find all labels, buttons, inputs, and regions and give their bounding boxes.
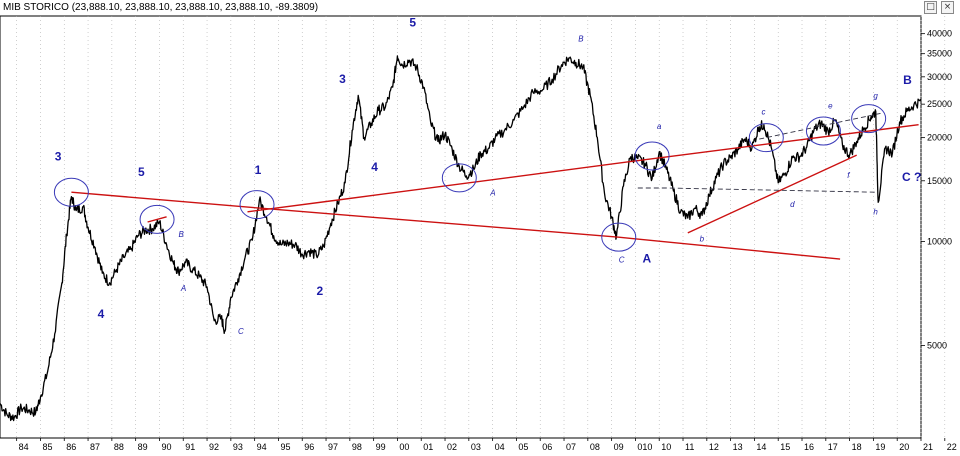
x-tick-label: 93 — [233, 442, 243, 452]
x-tick-label: 11 — [685, 442, 694, 452]
y-tick-label: 30000 — [927, 72, 952, 82]
y-tick-label: 40000 — [927, 29, 952, 39]
wave-label: e — [828, 101, 833, 110]
dashed-trendline — [637, 187, 876, 193]
x-tick-label: 92 — [209, 442, 219, 452]
wave-circle — [805, 116, 841, 146]
wave-label: 3 — [55, 149, 62, 163]
wave-label: B — [178, 230, 184, 239]
wave-circle — [239, 190, 275, 220]
y-tick-label: 5000 — [927, 341, 947, 351]
x-tick-label: 00 — [399, 442, 409, 452]
x-tick-label: 96 — [304, 442, 314, 452]
x-tick-label: 17 — [828, 442, 838, 452]
x-tick-label: 08 — [590, 442, 600, 452]
x-tick-label: 21 — [923, 442, 933, 452]
x-tick-label: 09 — [614, 442, 624, 452]
wave-circle — [634, 141, 670, 171]
wave-label: h — [873, 207, 878, 216]
x-tick-label: 14 — [756, 442, 766, 452]
wave-label: g — [873, 91, 878, 100]
x-tick-label: 02 — [447, 442, 457, 452]
x-tick-label: 12 — [709, 442, 719, 452]
x-tick-label: 98 — [352, 442, 362, 452]
wave-label: 5 — [138, 165, 145, 179]
maximize-icon[interactable]: □ — [924, 1, 937, 14]
wave-circle — [851, 104, 887, 134]
y-tick-label: 15000 — [927, 176, 952, 186]
wave-label: C — [619, 255, 625, 264]
x-tick-label: 04 — [495, 442, 505, 452]
wave-label: 5 — [409, 15, 416, 29]
wave-label: 1 — [255, 163, 262, 177]
x-tick-label: 97 — [328, 442, 338, 452]
x-tick-label: 88 — [114, 442, 124, 452]
wave-label: 3 — [339, 72, 346, 86]
wave-circle — [53, 177, 89, 207]
wave-label: B — [578, 34, 584, 43]
red-trendline — [247, 124, 919, 213]
red-trendline — [147, 216, 167, 223]
x-tick-label: 86 — [66, 442, 76, 452]
wave-label: A — [180, 284, 186, 293]
wave-label: d — [790, 200, 795, 209]
x-tick-label: 85 — [42, 442, 52, 452]
wave-label: 4 — [371, 160, 378, 174]
wave-circle — [441, 163, 477, 193]
x-tick-label: 94 — [257, 442, 267, 452]
x-tick-label: 90 — [161, 442, 171, 452]
x-tick-label: 03 — [471, 442, 481, 452]
red-trendline — [71, 191, 841, 260]
x-tick-label: 18 — [852, 442, 862, 452]
x-tick-label: 84 — [19, 442, 29, 452]
wave-label: A — [489, 188, 495, 197]
wave-label: C ? — [902, 170, 921, 184]
x-tick-label: 22 — [947, 442, 957, 452]
wave-label: b — [700, 235, 705, 244]
window-buttons: □ × — [924, 1, 954, 14]
price-series-line — [0, 55, 922, 422]
y-tick-label: 20000 — [927, 133, 952, 143]
x-tick-label: 91 — [185, 442, 195, 452]
wave-circle — [139, 204, 175, 234]
x-tick-label: 07 — [566, 442, 576, 452]
wave-label: A — [643, 251, 652, 265]
x-tick-label: 95 — [280, 442, 290, 452]
red-trendline — [687, 154, 857, 234]
wave-label: B — [903, 73, 912, 87]
wave-label: c — [762, 108, 766, 117]
x-tick-label: 010 — [637, 442, 652, 452]
x-tick-label: 05 — [518, 442, 528, 452]
x-tick-label: 13 — [733, 442, 743, 452]
chart-title: MIB STORICO (23,888.10, 23,888.10, 23,88… — [3, 2, 319, 13]
wave-label: f — [847, 171, 850, 180]
x-tick-label: 16 — [804, 442, 814, 452]
y-tick-label: 10000 — [927, 237, 952, 247]
x-tick-label: 99 — [376, 442, 386, 452]
x-tick-label: 89 — [138, 442, 148, 452]
y-tick-label: 35000 — [927, 49, 952, 59]
close-icon[interactable]: × — [941, 1, 954, 14]
y-tick-label: 25000 — [927, 99, 952, 109]
dashed-trendline — [759, 112, 881, 140]
x-tick-label: 19 — [875, 442, 885, 452]
x-tick-label: 87 — [90, 442, 100, 452]
wave-label: 2 — [317, 284, 324, 298]
x-tick-label: 20 — [899, 442, 909, 452]
wave-label: 4 — [98, 307, 105, 321]
x-tick-label: 10 — [661, 442, 671, 452]
wave-label: a — [657, 122, 662, 131]
x-tick-label: 15 — [780, 442, 790, 452]
wave-circle — [748, 123, 784, 153]
x-tick-label: 06 — [542, 442, 552, 452]
plot-frame — [0, 15, 922, 439]
wave-label: C — [238, 327, 244, 336]
x-tick-label: 01 — [423, 442, 433, 452]
wave-circle — [601, 222, 637, 252]
